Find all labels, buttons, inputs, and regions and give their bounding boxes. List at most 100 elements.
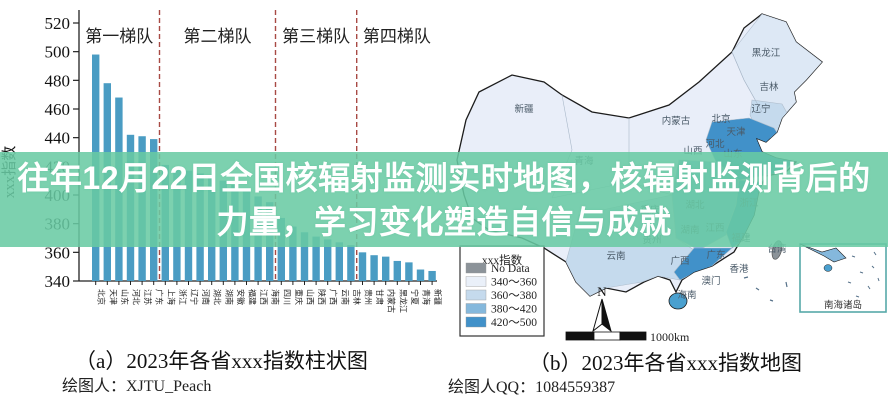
scale-bar: 1000km [565, 330, 690, 344]
legend-entry-label: 420～500 [491, 317, 537, 329]
province-label-辽宁: 辽宁 [751, 103, 770, 115]
province-label-山西: 山西 [683, 146, 702, 157]
x-tick-label: 山西 [306, 289, 316, 305]
north-arrow: N [592, 284, 612, 333]
legend-entry-label: 340～360 [491, 277, 537, 289]
x-tick-label: 上海 [166, 289, 176, 305]
y-tick-label: 440 [45, 129, 71, 148]
bar [324, 239, 332, 281]
bar [347, 245, 355, 281]
inset-hainan [823, 264, 833, 272]
inset-islands [847, 251, 880, 298]
inset-coast [799, 243, 847, 263]
province-label-香港: 香港 [729, 263, 749, 275]
legend-swatch [465, 303, 487, 314]
province-label-云南: 云南 [606, 250, 625, 262]
x-tick-label: 广东 [155, 289, 165, 305]
tier-label: 第三梯队 [282, 27, 350, 46]
x-tick-label: 海南 [271, 289, 281, 305]
north-arrow-left [592, 298, 603, 333]
province-label-广东: 广东 [706, 249, 725, 261]
province-label-河北: 河北 [705, 138, 725, 150]
y-tick-label: 520 [45, 14, 71, 33]
province-label-北京: 北京 [711, 113, 730, 125]
y-tick-label: 480 [45, 71, 71, 90]
legend-swatch [465, 289, 487, 301]
legend-swatch [465, 276, 487, 287]
x-tick-label: 广西 [329, 289, 339, 305]
x-tick-label: 湖南 [224, 289, 234, 305]
province-label-新疆: 新疆 [514, 103, 534, 115]
south-sea-inset: 南海诸岛 [799, 243, 887, 313]
y-tick-label: 500 [45, 43, 71, 62]
bar [428, 270, 436, 281]
headline-banner: 往年12月22日全国核辐射监测实时地图，核辐射监测背后的 力量，学习变化塑造自信… [0, 152, 888, 247]
x-tick-label: 天津 [108, 289, 118, 305]
north-arrow-label: N [597, 284, 607, 299]
x-tick-label: 辽宁 [190, 289, 200, 305]
x-tick-label: 内蒙古 [387, 289, 397, 313]
x-tick-label: 安徽 [236, 289, 246, 305]
headline-line-2: 力量，学习变化塑造自信与成就 [216, 204, 672, 240]
x-tick-label: 河北 [132, 289, 142, 305]
x-tick-label: 甘肃 [375, 289, 385, 305]
map-small-islands [743, 276, 788, 302]
x-tick-label: 福建 [248, 289, 258, 305]
x-tick-label: 山东 [120, 289, 130, 305]
x-tick-label: 陕西 [317, 289, 327, 305]
map-credit: 绘图人QQ：1084559387 [448, 379, 616, 396]
bar [300, 232, 309, 281]
tier-label: 第二梯队 [184, 27, 252, 46]
province-label-内蒙古: 内蒙古 [662, 115, 691, 127]
legend-entry-label: 360～380 [491, 290, 537, 302]
x-tick-label: 重庆 [294, 289, 304, 305]
legend-title: xxx指数 [482, 253, 523, 267]
y-tick-label: 460 [45, 100, 71, 119]
bar [382, 256, 390, 281]
x-tick-label: 贵州 [364, 289, 374, 305]
x-tick-label: 浙江 [178, 289, 188, 305]
tier-label: 第一梯队 [85, 27, 153, 46]
province-label-吉林: 吉林 [759, 81, 779, 93]
y-tick-label: 340 [45, 272, 71, 291]
bar-chart-caption: （a）2023年各省xxx指数柱状图 [75, 349, 368, 373]
y-tick-label: 360 [45, 243, 71, 262]
scale-seg-3 [619, 331, 647, 341]
bar [312, 236, 320, 281]
x-tick-label: 黑龙江 [398, 289, 408, 313]
province-label-澳门: 澳门 [701, 275, 720, 287]
bar [370, 255, 378, 281]
bar [289, 226, 297, 281]
bar [277, 217, 285, 281]
bar [358, 252, 367, 281]
x-tick-label: 吉林 [352, 289, 362, 305]
inset-label: 南海诸岛 [824, 299, 862, 311]
map-hainan-island [668, 292, 688, 310]
scale-label: 1000km [650, 330, 690, 344]
bar-chart-credit: 绘图人：XJTU_Peach [62, 378, 212, 395]
province-label-黑龙江: 黑龙江 [752, 47, 781, 59]
province-label-广西: 广西 [670, 255, 689, 267]
x-tick-label: 青海 [422, 289, 432, 305]
tier-label: 第四梯队 [363, 27, 431, 46]
scale-seg-1 [565, 331, 595, 341]
x-tick-label: 河南 [201, 289, 211, 305]
headline-line-1: 往年12月22日全国核辐射监测实时地图，核辐射监测背后的 [17, 160, 871, 196]
legend-entry-label: 380～420 [491, 304, 537, 316]
north-arrow-right [601, 298, 612, 333]
bar [416, 269, 425, 281]
x-tick-label: 宁夏 [410, 289, 420, 305]
x-tick-label: 湖北 [213, 289, 222, 305]
legend-swatch [465, 262, 487, 274]
legend-swatch [465, 316, 487, 328]
x-tick-label: 北京 [97, 289, 107, 305]
bar [405, 262, 413, 281]
scale-seg-2 [593, 331, 621, 341]
x-tick-label: 新疆 [433, 289, 443, 305]
bar [335, 242, 343, 281]
x-tick-label: 云南 [340, 289, 350, 305]
map-caption: （b）2023年各省xxx指数地图 [529, 351, 802, 375]
x-tick-label: 江西 [259, 289, 268, 305]
